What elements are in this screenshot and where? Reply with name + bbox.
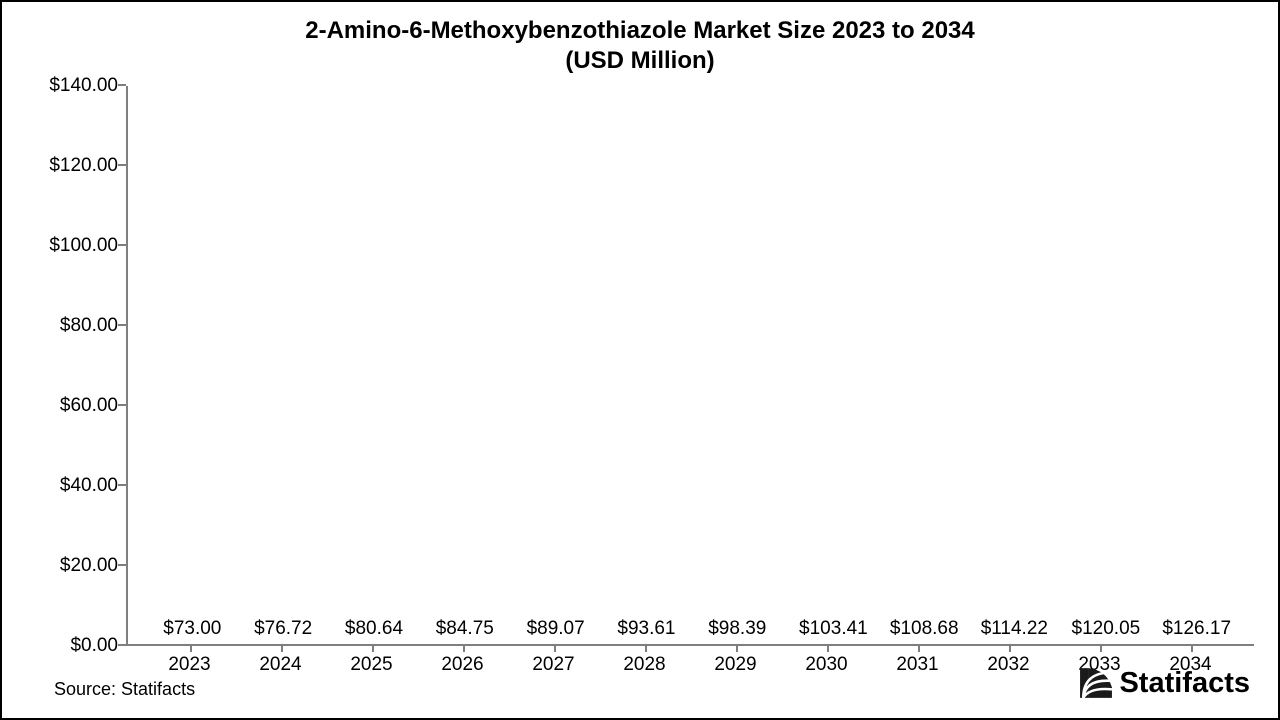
y-tick-label: $60.00 — [60, 395, 118, 417]
y-tick-label: $20.00 — [60, 555, 118, 577]
bar-value-label: $126.17 — [1162, 618, 1231, 640]
y-tick-label: $80.00 — [60, 315, 118, 337]
y-tick-mark — [118, 644, 126, 646]
chart-frame: 2-Amino-6-Methoxybenzothiazole Market Si… — [0, 0, 1280, 720]
source-caption: Source: Statifacts — [54, 679, 195, 700]
chart-title-line1: 2-Amino-6-Methoxybenzothiazole Market Si… — [26, 16, 1254, 46]
bar-value-label: $73.00 — [163, 618, 221, 640]
bar-value-label: $108.68 — [890, 618, 959, 640]
bar-value-label: $98.39 — [708, 618, 766, 640]
bars-container: $73.00 $76.72 $80.64 $84.75 $89.07 $93.61 $98.… — [128, 86, 1254, 644]
statifacts-icon — [1079, 666, 1113, 700]
y-tick-mark — [118, 244, 126, 246]
chart-area: $0.00$20.00$40.00$60.00$80.00$100.00$120… — [26, 86, 1254, 646]
plot-area: $73.00 $76.72 $80.64 $84.75 $89.07 $93.61 $98.… — [126, 86, 1254, 646]
y-tick-mark — [118, 324, 126, 326]
bar-value-label: $120.05 — [1072, 618, 1141, 640]
bar-value-label: $84.75 — [436, 618, 494, 640]
bar-value-label: $76.72 — [254, 618, 312, 640]
bar-value-label: $114.22 — [981, 618, 1048, 640]
bar-value-label: $80.64 — [345, 618, 403, 640]
y-tick-label: $0.00 — [70, 635, 118, 657]
chart-title-line2: (USD Million) — [26, 46, 1254, 76]
chart-footer: Source: Statifacts Statifacts — [54, 666, 1250, 700]
y-tick-mark — [118, 84, 126, 86]
y-tick-mark — [118, 164, 126, 166]
brand-name: Statifacts — [1119, 667, 1250, 700]
y-axis: $0.00$20.00$40.00$60.00$80.00$100.00$120… — [26, 86, 126, 646]
y-tick-label: $40.00 — [60, 475, 118, 497]
y-tick-label: $120.00 — [49, 155, 118, 177]
chart-title: 2-Amino-6-Methoxybenzothiazole Market Si… — [26, 16, 1254, 76]
bar-value-label: $103.41 — [799, 618, 868, 640]
y-tick-mark — [118, 564, 126, 566]
brand-logo: Statifacts — [1079, 666, 1250, 700]
y-tick-mark — [118, 404, 126, 406]
y-tick-label: $100.00 — [49, 235, 118, 257]
bar-value-label: $89.07 — [527, 618, 585, 640]
y-tick-mark — [118, 484, 126, 486]
y-tick-label: $140.00 — [49, 75, 118, 97]
bar-value-label: $93.61 — [617, 618, 675, 640]
